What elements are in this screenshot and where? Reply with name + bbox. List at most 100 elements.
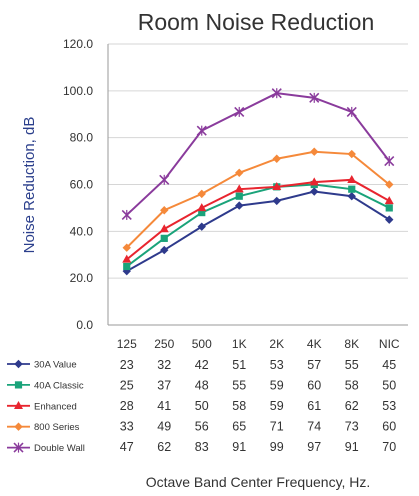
data-point: [197, 222, 206, 231]
table-cell: 73: [345, 420, 359, 434]
data-point: [272, 196, 281, 206]
table-cell: 48: [195, 379, 209, 393]
data-table: 23 32 42 51 53 57 55 45 25 37 48 55 59 60 58 50 28 41 50 58…: [120, 358, 396, 454]
table-cell: 60: [307, 379, 321, 393]
y-tick-label: 0.0: [76, 318, 93, 332]
legend-label: Double Wall: [34, 443, 85, 454]
data-point: [122, 243, 131, 252]
series-enhanced: [122, 175, 394, 263]
x-tick-label: NIC: [379, 337, 400, 351]
table-cell: 59: [270, 399, 284, 413]
x-tick-label: 1K: [232, 337, 247, 351]
data-point: [196, 125, 207, 136]
table-cell: 58: [232, 399, 246, 413]
table-cell: 60: [382, 420, 396, 434]
table-cell: 83: [195, 440, 209, 454]
data-point: [159, 224, 169, 233]
series-line: [126, 178, 390, 261]
y-tick-label: 20.0: [70, 271, 94, 285]
data-point: [234, 106, 245, 117]
table-cell: 97: [307, 440, 321, 454]
data-point: [121, 209, 132, 221]
series-line: [126, 183, 390, 268]
series-line: [126, 150, 390, 249]
table-cell: 51: [232, 358, 246, 372]
table-cell: 53: [382, 399, 396, 413]
data-point: [384, 196, 394, 205]
gridlines: [108, 43, 408, 326]
table-cell: 42: [195, 358, 209, 372]
data-point: [160, 206, 169, 215]
table-cell: 56: [195, 420, 209, 434]
data-point: [160, 234, 168, 242]
data-point: [235, 192, 243, 200]
data-point: [123, 262, 131, 271]
data-point: [13, 442, 24, 453]
data-point: [14, 422, 23, 431]
chart-title: Room Noise Reduction: [138, 9, 375, 35]
x-tick-labels: 125 250 500 1K 2K 4K 8K NIC: [117, 337, 400, 351]
legend: 30A Value 40A Classic Enhanced 800 Series Do…: [7, 360, 85, 454]
x-tick-label: 500: [192, 337, 212, 351]
data-point: [160, 245, 169, 255]
data-point: [384, 156, 395, 167]
x-tick-label: 125: [117, 337, 137, 351]
table-cell: 55: [232, 379, 246, 393]
data-point: [347, 175, 357, 184]
table-cell: 47: [120, 440, 134, 454]
y-tick-label: 60.0: [70, 178, 94, 192]
table-cell: 37: [157, 379, 171, 393]
table-cell: 58: [345, 379, 359, 393]
y-tick-label: 40.0: [70, 224, 94, 238]
table-cell: 71: [270, 420, 284, 434]
data-point: [198, 209, 206, 217]
data-point: [197, 203, 207, 212]
legend-label: 30A Value: [34, 360, 77, 371]
y-tick-label: 100.0: [63, 84, 93, 98]
data-point: [272, 182, 282, 191]
data-point: [235, 168, 244, 177]
table-cell: 91: [345, 440, 359, 454]
y-axis-label: Noise Reduction, dB: [21, 117, 38, 254]
data-point: [385, 204, 393, 212]
table-cell: 41: [157, 399, 171, 413]
data-point: [235, 201, 244, 210]
x-tick-label: 2K: [269, 337, 284, 351]
data-point: [272, 154, 281, 163]
series-group: [121, 88, 395, 276]
data-point: [122, 254, 132, 263]
table-cell: 53: [270, 358, 284, 372]
series-double-wall: [121, 88, 395, 221]
legend-label: 40A Classic: [34, 380, 84, 391]
data-point: [348, 185, 356, 193]
table-cell: 62: [345, 399, 359, 413]
table-cell: 45: [382, 358, 396, 372]
data-point: [234, 184, 244, 193]
data-point: [271, 88, 282, 99]
table-cell: 33: [120, 420, 134, 434]
series-line: [126, 92, 391, 216]
series-800-series: [122, 147, 394, 252]
table-cell: 50: [382, 379, 396, 393]
x-tick-label: 8K: [344, 337, 359, 351]
table-cell: 70: [382, 440, 396, 454]
axes: [107, 44, 408, 326]
y-tick-labels: 0.0 20.0 40.0 60.0 80.0 100.0 120.0: [63, 37, 93, 332]
x-tick-label: 250: [154, 337, 174, 351]
table-cell: 74: [307, 420, 321, 434]
y-tick-label: 120.0: [63, 37, 93, 51]
data-point: [310, 187, 319, 196]
data-point: [14, 401, 23, 409]
series-line: [126, 190, 390, 273]
table-cell: 57: [307, 358, 321, 372]
data-point: [310, 147, 319, 156]
table-cell: 61: [307, 399, 321, 413]
table-cell: 32: [157, 358, 171, 372]
data-point: [309, 177, 319, 186]
series-40a-classic: [123, 180, 393, 271]
table-cell: 59: [270, 379, 284, 393]
data-point: [347, 149, 356, 159]
legend-label: Enhanced: [34, 401, 77, 412]
table-cell: 25: [120, 379, 134, 393]
